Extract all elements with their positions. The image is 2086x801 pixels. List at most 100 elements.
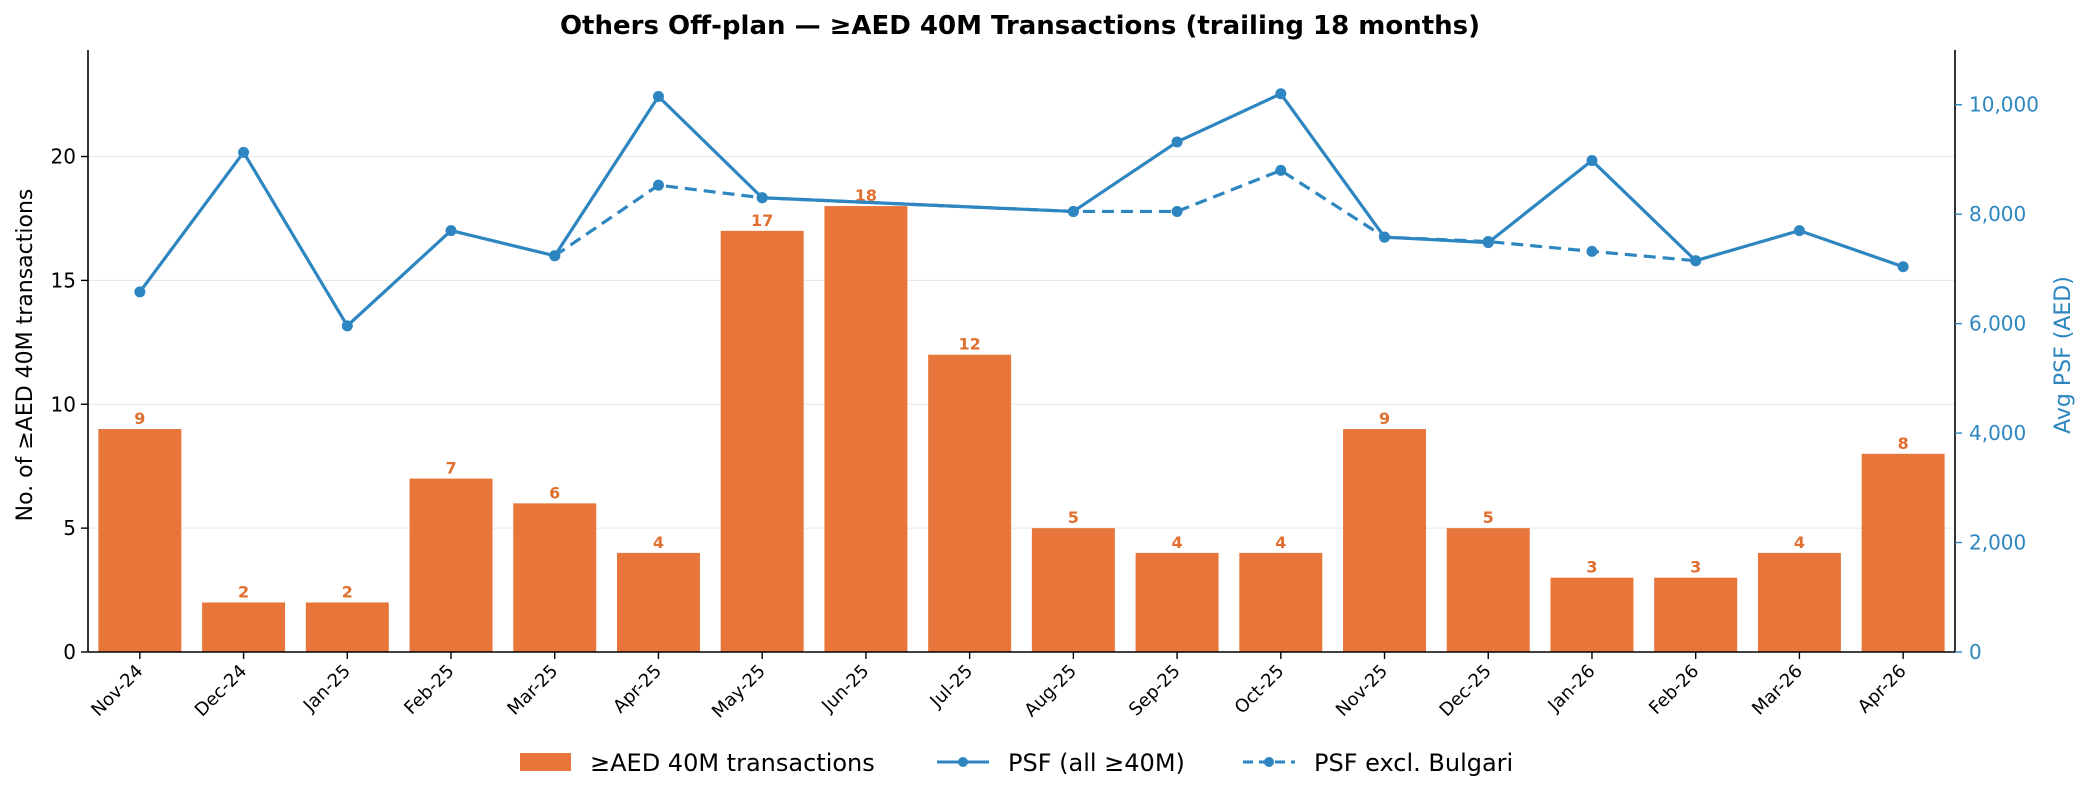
bar-labels-group: 9 2 2 7 6 4 17 18 12 5 4 4 9 5 3 3 4 8	[134, 186, 1908, 601]
x-tick-label: Sep-25	[1125, 661, 1185, 721]
bar-value-label: 9	[1379, 409, 1390, 428]
legend-marker-psf-excl	[1264, 757, 1274, 767]
y-axis-title-right: Avg PSF (AED)	[2051, 276, 2076, 434]
bar-value-label: 6	[549, 483, 560, 502]
bar-Feb-26	[1654, 577, 1738, 652]
bar-value-label: 5	[1068, 508, 1079, 527]
bar-value-label: 17	[751, 211, 773, 230]
x-tick-label: Feb-26	[1645, 661, 1703, 719]
bar-value-label: 12	[959, 335, 981, 354]
x-tick-label: Jun-25	[817, 661, 873, 717]
x-tick-label: Jan-26	[1544, 661, 1600, 717]
legend-label-bars: ≥AED 40M transactions	[590, 749, 875, 777]
x-tick-label: Dec-25	[1436, 661, 1496, 721]
x-tick-label: Apr-26	[1854, 661, 1911, 718]
x-tick-label: Dec-24	[191, 661, 251, 721]
bar-Oct-25	[1239, 552, 1323, 652]
x-tick-label: Apr-25	[609, 661, 666, 718]
gridlines	[88, 156, 1955, 529]
chart-title: Others Off-plan — ≥AED 40M Transactions …	[560, 11, 1480, 41]
psf-all-point	[1171, 136, 1183, 148]
bar-value-label: 4	[1275, 533, 1286, 552]
bar-value-label: 2	[238, 582, 249, 601]
psf-excl-point	[1482, 236, 1494, 248]
bar-Apr-25	[616, 552, 700, 652]
bar-value-label: 2	[342, 582, 353, 601]
bar-Jul-25	[928, 354, 1012, 652]
y-axis-title-left: No. of ≥AED 40M transactions	[13, 189, 38, 522]
y-tick-label-right: 4,000	[1969, 421, 2026, 445]
x-tick-label: Mar-26	[1748, 661, 1807, 720]
x-tick-label: Feb-25	[400, 661, 458, 719]
bar-value-label: 3	[1586, 558, 1597, 577]
psf-excl-point	[1379, 231, 1391, 243]
bar-value-label: 4	[1794, 533, 1805, 552]
x-tick-label: May-25	[708, 661, 770, 723]
bar-Feb-25	[409, 478, 493, 652]
x-tick-label: Oct-25	[1231, 661, 1289, 719]
bar-value-label: 5	[1483, 508, 1494, 527]
y-tick-label-left: 10	[51, 392, 76, 416]
y-tick-label-right: 8,000	[1969, 202, 2026, 226]
psf-excl-point	[1275, 164, 1287, 176]
x-tick-label: Aug-25	[1020, 661, 1080, 721]
psf-all-point	[238, 146, 250, 158]
psf-all-point	[1793, 225, 1805, 237]
psf-excl-point	[1586, 245, 1598, 257]
y-tick-label-left: 15	[51, 268, 76, 292]
y-tick-label-left: 0	[63, 640, 76, 664]
psf-excl-point	[652, 179, 664, 191]
legend-label-psf-excl: PSF excl. Bulgari	[1314, 749, 1513, 777]
psf-all-point	[1586, 155, 1598, 167]
bar-value-label: 9	[134, 409, 145, 428]
bar-Dec-25	[1446, 528, 1530, 652]
bar-value-label: 8	[1898, 434, 1909, 453]
bar-value-label: 4	[1172, 533, 1183, 552]
bar-Dec-24	[202, 602, 286, 652]
psf-all-point	[652, 91, 664, 103]
psf-excl-point	[756, 192, 768, 204]
y-tick-label-right: 2,000	[1969, 531, 2026, 555]
bar-value-label: 4	[653, 533, 664, 552]
y-tick-label-left: 20	[51, 145, 76, 169]
legend-marker-psf-all	[958, 757, 968, 767]
psf-excl-line	[553, 168, 1696, 263]
bar-Jan-25	[305, 602, 389, 652]
y-tick-label-right: 0	[1969, 640, 1982, 664]
psf-all-point	[445, 225, 457, 237]
x-tick-label: Mar-25	[503, 661, 562, 720]
bar-Nov-25	[1343, 429, 1427, 652]
bar-value-label: 18	[855, 186, 877, 205]
bar-May-25	[720, 230, 804, 653]
psf-all-point	[1897, 261, 1909, 273]
psf-excl-point	[549, 250, 561, 262]
psf-all-point	[1275, 88, 1287, 100]
x-tick-label: Jan-25	[299, 661, 355, 717]
bar-Nov-24	[98, 429, 182, 652]
bar-Jan-26	[1550, 577, 1634, 652]
psf-all-line	[138, 92, 1904, 328]
bar-Mar-25	[513, 503, 597, 652]
bar-value-label: 7	[445, 459, 456, 478]
legend: ≥AED 40M transactions PSF (all ≥40M) PSF…	[520, 749, 1513, 777]
lines-group	[134, 88, 1909, 332]
x-tick-label: Nov-24	[87, 661, 147, 721]
psf-all-point	[134, 286, 146, 298]
legend-label-psf-all: PSF (all ≥40M)	[1008, 749, 1185, 777]
x-tick-label: Jul-25	[925, 661, 977, 713]
y-tick-label-right: 6,000	[1969, 312, 2026, 336]
bar-Mar-26	[1757, 552, 1841, 652]
bar-Aug-25	[1031, 528, 1115, 652]
legend-swatch-bars	[520, 753, 571, 771]
psf-all-point	[341, 320, 353, 332]
psf-excl-point	[1690, 255, 1702, 267]
bar-Apr-26	[1861, 453, 1945, 652]
axes-group	[87, 50, 1956, 653]
y-tick-label-left: 5	[63, 516, 76, 540]
y-tick-label-right: 10,000	[1969, 93, 2039, 117]
bar-Jun-25	[824, 206, 908, 652]
psf-excl-point	[1067, 205, 1079, 217]
x-tick-label: Nov-25	[1332, 661, 1392, 721]
bar-Sep-25	[1135, 552, 1219, 652]
